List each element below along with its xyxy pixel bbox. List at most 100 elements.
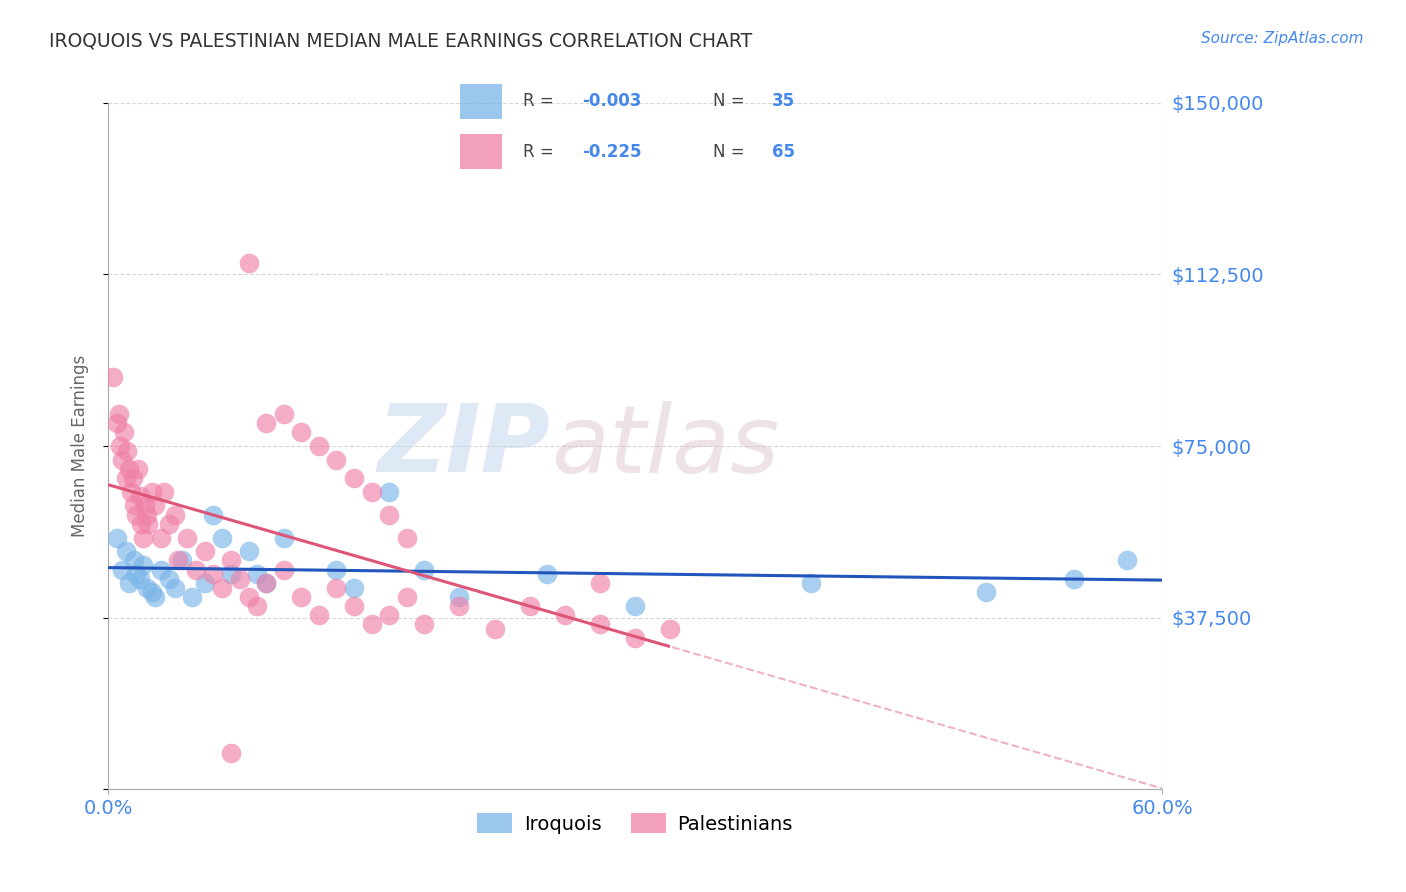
Point — [176, 531, 198, 545]
Point — [114, 544, 136, 558]
Point — [273, 563, 295, 577]
Point — [105, 531, 128, 545]
Point — [135, 581, 157, 595]
Point — [659, 622, 682, 636]
Point — [125, 567, 148, 582]
Point — [128, 489, 150, 503]
Point — [105, 416, 128, 430]
Point — [1063, 572, 1085, 586]
Point — [273, 531, 295, 545]
Point — [536, 567, 558, 582]
Text: 35: 35 — [772, 93, 794, 111]
Point — [135, 508, 157, 522]
Point — [273, 407, 295, 421]
Point — [378, 508, 401, 522]
Point — [163, 508, 186, 522]
Point — [238, 544, 260, 558]
Text: N =: N = — [713, 93, 749, 111]
Point — [343, 581, 366, 595]
Point — [153, 484, 176, 499]
Point — [112, 425, 135, 440]
Legend: Iroquois, Palestinians: Iroquois, Palestinians — [470, 805, 800, 841]
Text: N =: N = — [713, 143, 749, 161]
Point — [184, 563, 207, 577]
Point — [219, 553, 242, 567]
Bar — [460, 84, 502, 120]
Point — [976, 585, 998, 599]
Point — [211, 581, 233, 595]
Point — [290, 425, 312, 440]
Point — [343, 471, 366, 485]
Point — [554, 608, 576, 623]
Point — [118, 462, 141, 476]
Point — [125, 508, 148, 522]
Point — [134, 499, 156, 513]
Text: R =: R = — [523, 93, 560, 111]
Point — [1116, 553, 1139, 567]
Point — [167, 553, 190, 567]
Point — [589, 576, 612, 591]
Point — [141, 484, 163, 499]
Point — [121, 471, 143, 485]
Point — [413, 563, 436, 577]
Point — [413, 617, 436, 632]
Point — [219, 567, 242, 582]
Point — [159, 516, 181, 531]
Point — [141, 585, 163, 599]
Point — [254, 416, 277, 430]
Point — [145, 499, 167, 513]
Point — [202, 508, 225, 522]
Point — [325, 452, 347, 467]
Point — [117, 443, 139, 458]
Text: 65: 65 — [772, 143, 794, 161]
Point — [238, 256, 260, 270]
Point — [308, 608, 330, 623]
Point — [149, 563, 172, 577]
Point — [238, 590, 260, 604]
Text: -0.003: -0.003 — [582, 93, 641, 111]
Point — [149, 531, 172, 545]
Point — [211, 531, 233, 545]
Point — [246, 599, 269, 614]
Point — [127, 462, 149, 476]
Text: R =: R = — [523, 143, 560, 161]
Point — [181, 590, 204, 604]
Point — [194, 576, 217, 591]
Text: Source: ZipAtlas.com: Source: ZipAtlas.com — [1201, 31, 1364, 46]
Point — [589, 617, 612, 632]
Point — [124, 553, 146, 567]
Point — [131, 516, 153, 531]
Point — [118, 576, 141, 591]
Point — [325, 581, 347, 595]
Text: IROQUOIS VS PALESTINIAN MEDIAN MALE EARNINGS CORRELATION CHART: IROQUOIS VS PALESTINIAN MEDIAN MALE EARN… — [49, 31, 752, 50]
Point — [395, 590, 418, 604]
Bar — [460, 134, 502, 169]
Point — [395, 531, 418, 545]
Text: ZIP: ZIP — [378, 400, 551, 492]
Point — [159, 572, 181, 586]
Text: atlas: atlas — [551, 401, 779, 491]
Point — [163, 581, 186, 595]
Point — [360, 484, 382, 499]
Point — [202, 567, 225, 582]
Point — [120, 484, 142, 499]
Point — [246, 567, 269, 582]
Point — [484, 622, 506, 636]
Point — [378, 484, 401, 499]
Point — [254, 576, 277, 591]
Point — [103, 370, 125, 384]
Point — [449, 599, 471, 614]
Point — [110, 439, 132, 453]
Y-axis label: Median Male Earnings: Median Male Earnings — [72, 355, 89, 537]
Point — [378, 608, 401, 623]
Point — [229, 572, 252, 586]
Point — [124, 499, 146, 513]
Point — [194, 544, 217, 558]
Point — [325, 563, 347, 577]
Point — [138, 516, 160, 531]
Point — [624, 631, 647, 645]
Point — [111, 452, 134, 467]
Point — [308, 439, 330, 453]
Point — [519, 599, 541, 614]
Point — [360, 617, 382, 632]
